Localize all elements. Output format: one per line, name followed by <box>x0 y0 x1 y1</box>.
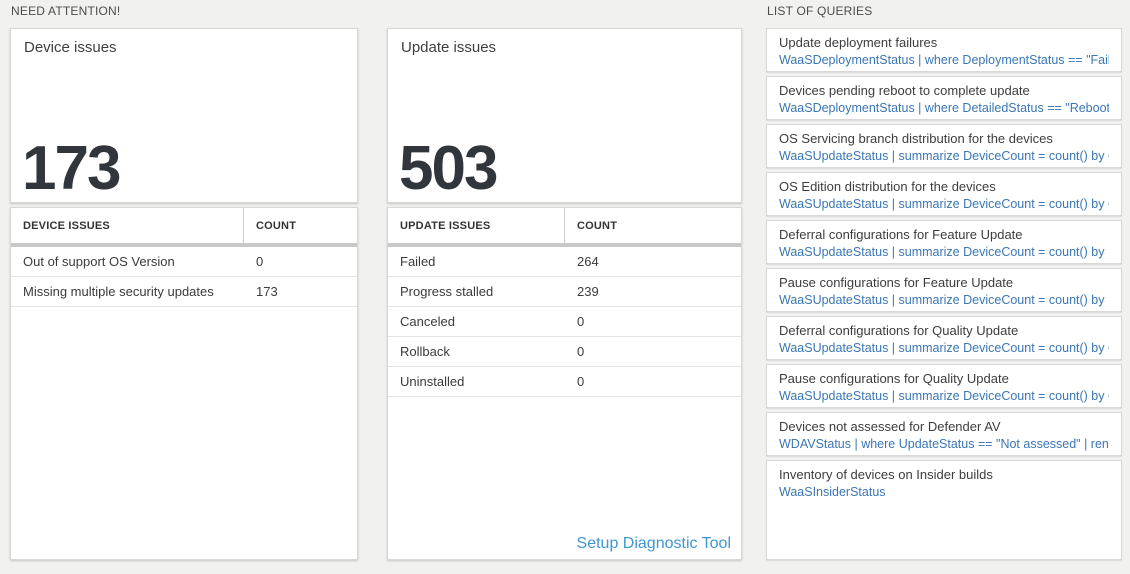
table-row[interactable]: Missing multiple security updates 173 <box>11 277 357 307</box>
device-issue-label: Out of support OS Version <box>23 254 175 269</box>
table-divider-bar <box>388 243 741 247</box>
table-row[interactable]: Uninstalled 0 <box>388 367 741 397</box>
query-title: Devices pending reboot to complete updat… <box>779 83 1030 98</box>
setup-diagnostic-tool-link[interactable]: Setup Diagnostic Tool <box>576 535 731 552</box>
query-item-pause-feature-update[interactable]: Pause configurations for Feature Update … <box>766 268 1122 312</box>
query-item-update-deployment-failures[interactable]: Update deployment failures WaaSDeploymen… <box>766 28 1122 72</box>
query-list: Update deployment failures WaaSDeploymen… <box>766 28 1122 560</box>
device-issue-label: Missing multiple security updates <box>23 284 214 299</box>
table-row[interactable]: Out of support OS Version 0 <box>11 247 357 277</box>
update-issues-table: UPDATE ISSUES COUNT Failed 264 Progress … <box>387 207 742 560</box>
section-header-list-of-queries: LIST OF QUERIES <box>767 4 873 18</box>
update-table-header-issues: UPDATE ISSUES <box>388 208 565 243</box>
query-item-defender-av-not-assessed[interactable]: Devices not assessed for Defender AV WDA… <box>766 412 1122 456</box>
update-issues-title: Update issues <box>401 39 497 56</box>
query-text[interactable]: WaaSUpdateStatus | summarize DeviceCount… <box>779 245 1109 259</box>
query-item-os-edition-distribution[interactable]: OS Edition distribution for the devices … <box>766 172 1122 216</box>
query-item-pause-quality-update[interactable]: Pause configurations for Quality Update … <box>766 364 1122 408</box>
query-title: Deferral configurations for Quality Upda… <box>779 323 1019 338</box>
device-issues-title: Device issues <box>24 39 117 56</box>
query-title: Pause configurations for Quality Update <box>779 371 1009 386</box>
update-issue-label: Rollback <box>400 344 450 359</box>
query-text[interactable]: WaaSUpdateStatus | summarize DeviceCount… <box>779 341 1109 355</box>
update-issue-count: 239 <box>577 284 599 299</box>
device-table-header-issues: DEVICE ISSUES <box>11 208 244 243</box>
query-item-insider-builds-inventory[interactable]: Inventory of devices on Insider builds W… <box>766 460 1122 560</box>
update-issue-count: 264 <box>577 254 599 269</box>
query-title: OS Servicing branch distribution for the… <box>779 131 1053 146</box>
query-title: Inventory of devices on Insider builds <box>779 467 993 482</box>
device-table-header-count: COUNT <box>256 219 297 232</box>
update-issue-label: Progress stalled <box>400 284 494 299</box>
query-text[interactable]: WDAVStatus | where UpdateStatus == "Not … <box>779 437 1109 451</box>
query-text[interactable]: WaaSDeploymentStatus | where DeploymentS… <box>779 53 1109 67</box>
query-title: Update deployment failures <box>779 35 938 50</box>
device-issues-table: DEVICE ISSUES COUNT Out of support OS Ve… <box>10 207 358 560</box>
query-title: OS Edition distribution for the devices <box>779 179 996 194</box>
query-text[interactable]: WaaSDeploymentStatus | where DetailedSta… <box>779 101 1109 115</box>
update-issues-tile[interactable]: Update issues 503 <box>387 28 742 203</box>
query-text[interactable]: WaaSUpdateStatus | summarize DeviceCount… <box>779 149 1109 163</box>
query-text[interactable]: WaaSUpdateStatus | summarize DeviceCount… <box>779 197 1109 211</box>
query-item-os-servicing-branch[interactable]: OS Servicing branch distribution for the… <box>766 124 1122 168</box>
update-issue-count: 0 <box>577 374 585 389</box>
device-issue-count: 0 <box>256 254 264 269</box>
query-text[interactable]: WaaSUpdateStatus | summarize DeviceCount… <box>779 293 1109 307</box>
table-row[interactable]: Progress stalled 239 <box>388 277 741 307</box>
query-item-deferral-feature-update[interactable]: Deferral configurations for Feature Upda… <box>766 220 1122 264</box>
update-issue-label: Failed <box>400 254 436 269</box>
update-issues-count: 503 <box>399 134 498 203</box>
query-title: Deferral configurations for Feature Upda… <box>779 227 1023 242</box>
query-text[interactable]: WaaSInsiderStatus <box>779 485 886 499</box>
section-header-need-attention: NEED ATTENTION! <box>11 4 121 18</box>
update-table-header-count: COUNT <box>577 219 618 232</box>
device-issues-tile[interactable]: Device issues 173 <box>10 28 358 203</box>
update-issue-count: 0 <box>577 344 585 359</box>
query-title: Devices not assessed for Defender AV <box>779 419 1001 434</box>
device-issue-count: 173 <box>256 284 278 299</box>
table-row[interactable]: Canceled 0 <box>388 307 741 337</box>
update-issue-label: Canceled <box>400 314 455 329</box>
query-item-devices-pending-reboot[interactable]: Devices pending reboot to complete updat… <box>766 76 1122 120</box>
device-table-header-row: DEVICE ISSUES COUNT <box>11 208 357 243</box>
device-issues-count: 173 <box>22 134 121 203</box>
query-item-deferral-quality-update[interactable]: Deferral configurations for Quality Upda… <box>766 316 1122 360</box>
table-row[interactable]: Failed 264 <box>388 247 741 277</box>
query-title: Pause configurations for Feature Update <box>779 275 1014 290</box>
update-issue-count: 0 <box>577 314 585 329</box>
table-divider-bar <box>11 243 357 247</box>
table-row[interactable]: Rollback 0 <box>388 337 741 367</box>
update-issue-label: Uninstalled <box>400 374 465 389</box>
update-table-header-row: UPDATE ISSUES COUNT <box>388 208 741 243</box>
query-text[interactable]: WaaSUpdateStatus | summarize DeviceCount… <box>779 389 1109 403</box>
